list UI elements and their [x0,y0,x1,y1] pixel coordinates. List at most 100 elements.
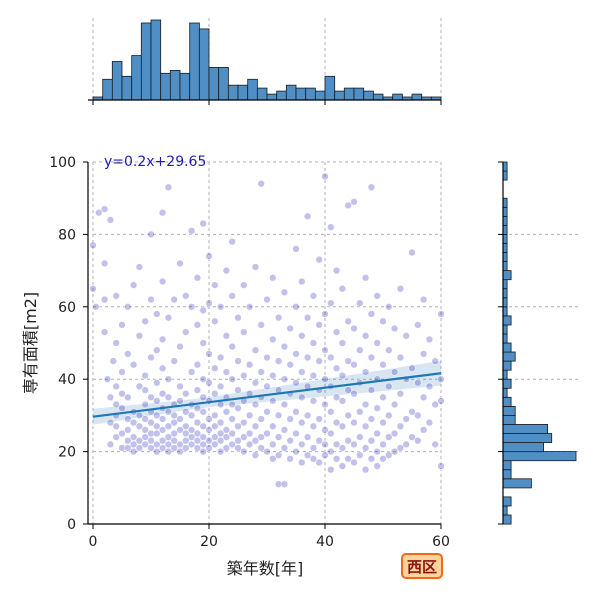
scatter-point [147,353,155,362]
scatter-point [280,342,289,351]
scatter-point [216,437,225,445]
right-hist-bar [502,405,516,416]
scatter-point [216,353,225,362]
scatter-point [187,433,196,441]
scatter-point [211,422,219,430]
top-hist-bar [363,90,374,101]
scatter-point [350,361,358,369]
scatter-point [129,440,138,449]
scatter-point [176,426,184,434]
scatter-point [385,382,393,391]
scatter-point [158,335,167,344]
scatter-point [112,433,120,441]
scatter-point [176,342,184,351]
right-hist-bar [502,351,516,362]
right-hist-bar [502,514,512,525]
right-hist-bar [502,460,512,471]
scatter-point [263,408,271,416]
scatter-point [129,281,138,289]
scatter-point [234,386,242,394]
scatter-point [269,440,277,449]
scatter-point [344,317,352,325]
x-tick-label: 60 [432,534,450,550]
top-hist-bar [218,67,229,101]
scatter-point [106,393,115,401]
scatter-point [135,411,144,420]
scatter-point [211,317,219,325]
right-hist-bar [502,478,532,489]
scatter-point [309,371,318,380]
scatter-point [390,368,399,376]
scatter-point [274,433,283,441]
scatter-point [251,451,260,459]
scatter-point [286,324,294,333]
scatter-point [199,447,207,456]
scatter-point [147,444,155,452]
scatter-point [124,303,132,311]
scatter-point [321,172,329,181]
right-hist-bar [502,423,548,434]
scatter-point [164,183,173,191]
right-hist-bar [502,342,512,353]
scatter-point [390,429,399,438]
right-hist-bar [502,469,512,480]
scatter-point [153,429,161,438]
scatter-point [95,209,103,217]
scatter-point [135,437,144,445]
scatter-point [350,198,358,206]
scatter-point [274,451,283,459]
scatter-point [199,440,207,449]
right-hist-bar [502,197,508,208]
scatter-point [240,281,248,289]
scatter-point [158,277,167,286]
scatter-point [158,364,167,372]
scatter-point [269,422,277,430]
scatter-point [216,418,225,427]
scatter-point [274,411,283,420]
top-hist-bar [237,84,249,101]
main-plot: 0 20 40 60 0 20 40 60 80 100 [49,155,450,550]
scatter-point [135,332,144,340]
scatter-point [269,455,277,463]
scatter-point [431,357,439,365]
scatter-point [170,418,178,427]
right-hist-bar [502,315,512,326]
scatter-point [147,437,155,445]
scatter-point [298,418,306,427]
scatter-point [379,393,387,401]
scatter-point [338,285,347,293]
scatter-point [379,418,387,427]
scatter-point [141,386,149,394]
top-hist-bar [392,93,403,101]
scatter-point [414,379,422,387]
scatter-point [222,408,231,416]
scatter-point [367,183,376,191]
scatter-point [344,455,352,463]
scatter-point [367,455,376,463]
scatter-point [269,371,277,380]
right-hist-bar [502,360,512,371]
scatter-point [373,429,381,438]
scatter-point [373,339,381,347]
scatter-point [286,415,294,423]
scatter-point [158,426,167,434]
scatter-point [303,314,312,322]
scatter-point [240,371,248,380]
scatter-point [245,411,254,420]
scatter-point [193,418,202,427]
top-hist-bar [343,87,355,101]
top-hist-bar [208,67,220,101]
scatter-point [327,429,335,438]
scatter-point [106,440,115,449]
right-hist-bar [502,224,508,235]
scatter-point [245,429,254,438]
scatter-point [205,437,213,445]
scatter-point [112,422,120,430]
scatter-point [135,382,144,391]
scatter-point [118,429,126,438]
scatter-point [338,339,347,347]
scatter-point [332,266,341,275]
top-hist-bar [305,87,316,101]
scatter-point [321,346,329,354]
scatter-point [240,418,248,427]
